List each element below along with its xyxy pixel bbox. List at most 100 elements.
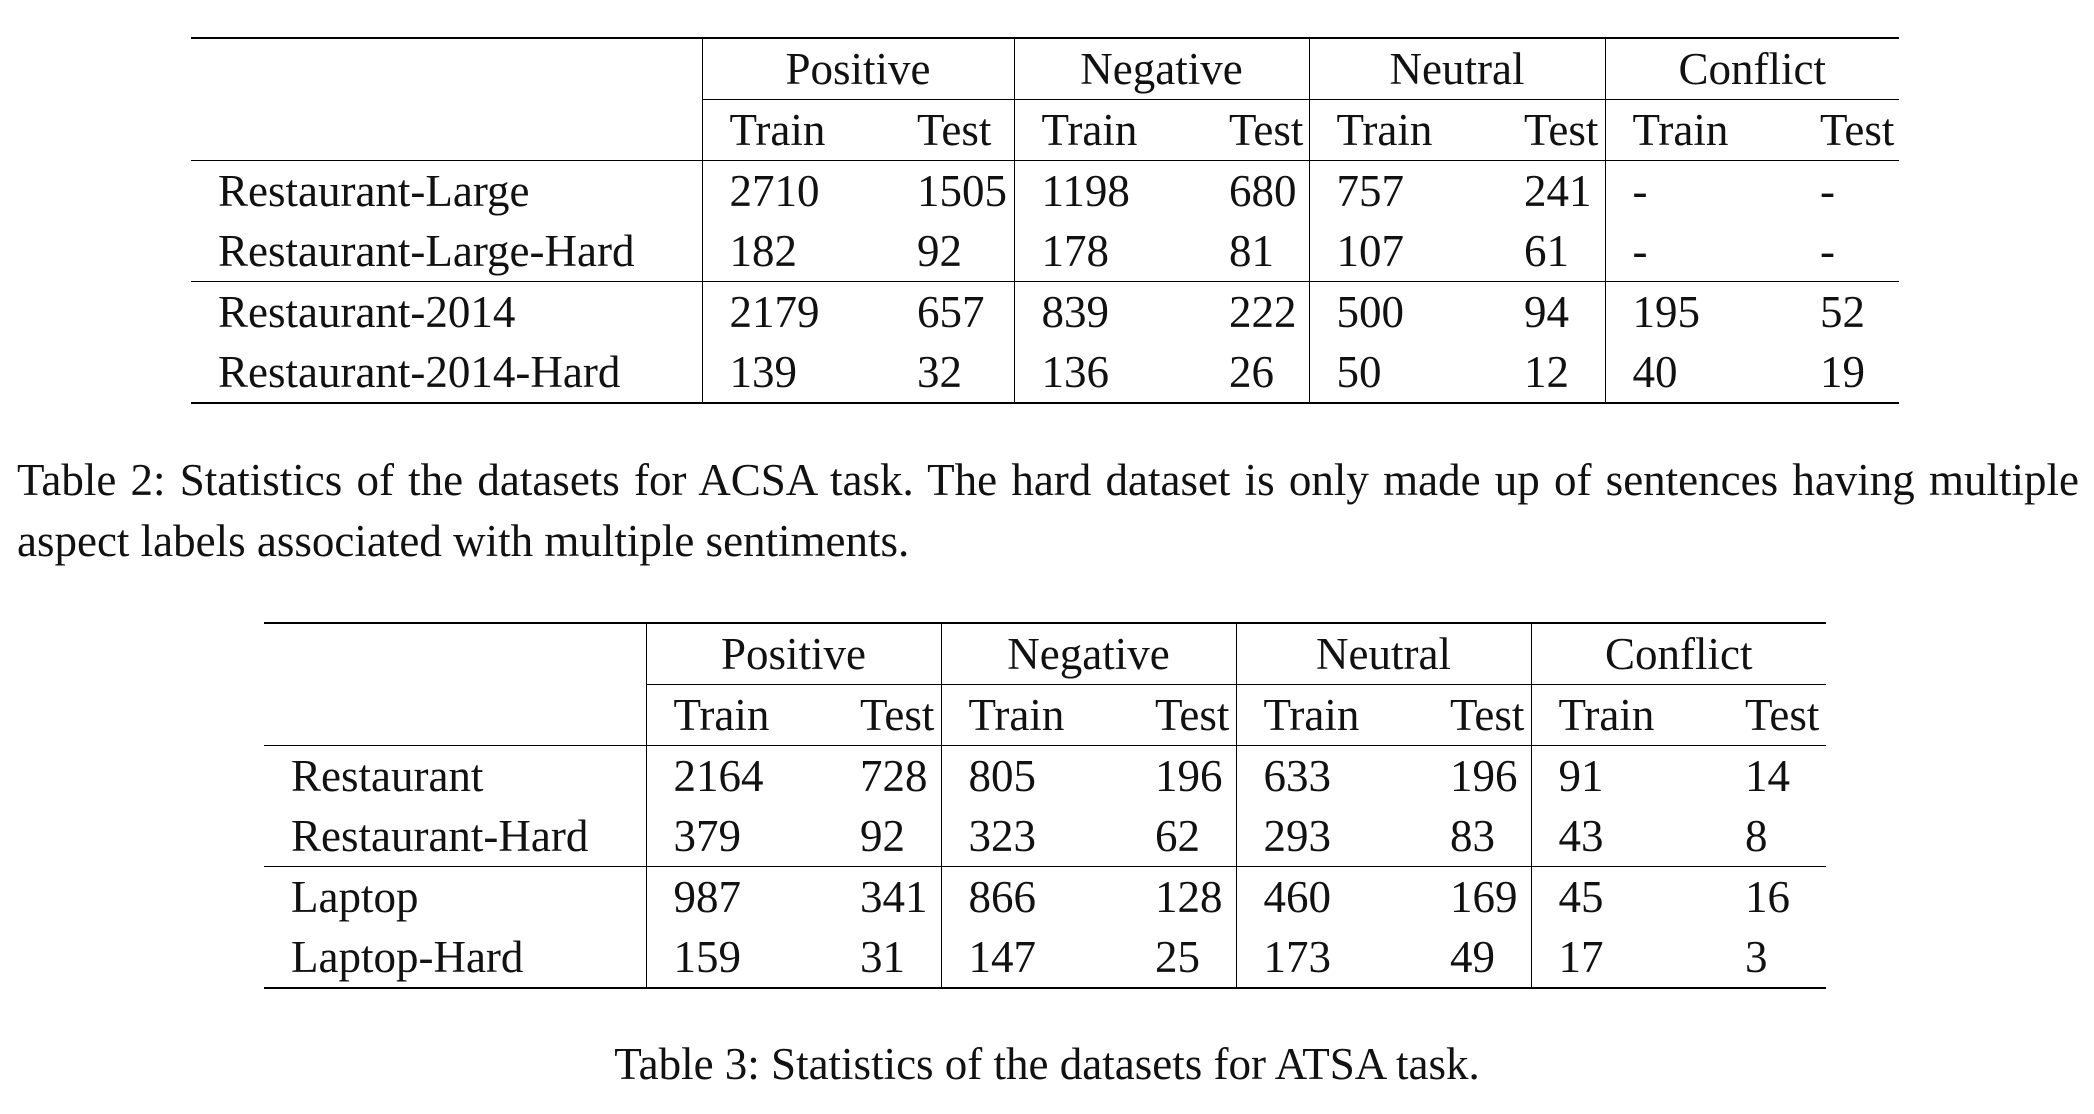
cell: 159: [645, 927, 833, 989]
sub-header: Train: [1235, 684, 1423, 746]
cell: -: [1793, 160, 1899, 221]
cell: 293: [1235, 806, 1423, 867]
cell: 49: [1423, 927, 1531, 989]
group-header: Negative: [1013, 37, 1309, 100]
cell: 12: [1497, 342, 1605, 404]
cell: 43: [1530, 806, 1718, 867]
table: Positive Negative Neutral Conflict Train Test…: [264, 622, 1826, 989]
cell: -: [1604, 160, 1793, 221]
sub-header: Train: [701, 99, 890, 161]
sub-header: Train: [1604, 99, 1793, 161]
sub-header: Train: [940, 684, 1128, 746]
cell: 323: [940, 806, 1128, 867]
group-header: Positive: [645, 622, 941, 685]
cell: 8: [1745, 811, 1768, 861]
cell: 40: [1604, 342, 1793, 404]
cell: 91: [1530, 745, 1718, 806]
corner-cell: [264, 622, 646, 685]
data-row: Restaurant-Hard 379 92 323 62 293 83 43 8: [264, 806, 1826, 867]
cell: 52: [1793, 281, 1899, 342]
cell: 182: [701, 221, 890, 282]
data-row: Restaurant-Large-Hard 182 92 178 81 107 61- -: [191, 221, 1899, 282]
cell: 169: [1423, 866, 1531, 927]
cell: 987: [645, 866, 833, 927]
cell: 633: [1235, 745, 1423, 806]
cell: 866: [940, 866, 1128, 927]
cell: 19: [1793, 342, 1899, 404]
cell: 196: [1423, 745, 1531, 806]
group-header: Neutral: [1308, 37, 1605, 100]
data-row: Laptop 987 341 866 128 460 169 45 16: [264, 866, 1826, 927]
cell: 32: [890, 342, 1014, 404]
cell: 178: [1013, 221, 1202, 282]
cell: 92: [860, 811, 905, 861]
header-row: Positive Negative Neutral Conflict: [191, 37, 1899, 100]
table-body: Restaurant 2164 728 805 196 633 196 91 14 Restaur…: [264, 745, 1826, 989]
row-label: Restaurant-Hard: [291, 811, 589, 861]
cell: 62: [1155, 811, 1200, 861]
cell: 1198: [1013, 160, 1202, 221]
cell: 222: [1202, 281, 1309, 342]
cell: 25: [1128, 927, 1236, 989]
cell: 196: [1128, 745, 1236, 806]
sub-header: Test: [1229, 105, 1304, 155]
group-header: Negative: [940, 622, 1236, 685]
sub-header: Test: [1155, 690, 1230, 740]
caption: Table 3: Statistics of the datasets for …: [614, 1039, 1480, 1089]
group-header: Conflict: [1604, 37, 1899, 100]
caption: Table 2: Statistics of the datasets for …: [17, 455, 2079, 566]
cell: 31: [833, 927, 941, 989]
cell: 195: [1604, 281, 1793, 342]
cell: 500: [1308, 281, 1497, 342]
cell: 657: [890, 281, 1014, 342]
cell: 2710: [701, 160, 890, 221]
cell: 173: [1235, 927, 1423, 989]
cell: 45: [1530, 866, 1718, 927]
cell: 680: [1202, 160, 1309, 221]
cell: 3: [1718, 927, 1826, 989]
data-row: Restaurant-2014 2179 657 839 222 500 94 195 52: [191, 281, 1899, 342]
row-label: Restaurant-Large-Hard: [218, 226, 635, 276]
sub-header: Test: [860, 690, 935, 740]
cell: 147: [940, 927, 1128, 989]
cell: 139: [701, 342, 890, 404]
cell: 81: [1229, 226, 1274, 276]
table-header: Positive Negative Neutral Conflict Train Test…: [264, 622, 1826, 746]
sub-header: Test: [1820, 105, 1895, 155]
cell: 83: [1450, 811, 1495, 861]
cell: -: [1820, 226, 1835, 276]
group-header: Positive: [701, 37, 1014, 100]
table-body: Restaurant-Large 2710 1505 1198 680 757 241- - R…: [191, 160, 1899, 404]
data-row: Restaurant-2014-Hard 139 32 136 26 50 12 40 19: [191, 342, 1899, 404]
sub-header: Test: [917, 105, 992, 155]
cell: 1505: [890, 160, 1014, 221]
cell: 128: [1128, 866, 1236, 927]
cell: 26: [1202, 342, 1309, 404]
data-row: Restaurant-Large 2710 1505 1198 680 757 241- -: [191, 160, 1899, 221]
row-label: Restaurant-Large: [191, 160, 702, 221]
sub-header: Test: [1450, 690, 1525, 740]
cell: 61: [1524, 226, 1569, 276]
cell: 341: [833, 866, 941, 927]
cell: 379: [645, 806, 833, 867]
header-row: Train Test Train Test Train Test Train Test: [264, 684, 1826, 746]
cell: 2164: [645, 745, 833, 806]
cell: 16: [1718, 866, 1826, 927]
sub-header: Train: [1013, 99, 1202, 161]
table-header: Positive Negative Neutral Conflict Train Test…: [191, 37, 1899, 161]
sub-header: Train: [1530, 684, 1718, 746]
cell: 14: [1718, 745, 1826, 806]
row-label: Laptop: [264, 866, 646, 927]
cell: 839: [1013, 281, 1202, 342]
cell: 136: [1013, 342, 1202, 404]
group-header: Neutral: [1235, 622, 1531, 685]
data-row: Restaurant 2164 728 805 196 633 196 91 14: [264, 745, 1826, 806]
group-header: Conflict: [1530, 622, 1826, 685]
cell: -: [1604, 221, 1793, 282]
sub-header: Test: [1745, 690, 1820, 740]
cell: 241: [1497, 160, 1605, 221]
header-row: Train Test Train Test Train Test Train Test: [191, 99, 1899, 161]
cell: 757: [1308, 160, 1497, 221]
cell: 460: [1235, 866, 1423, 927]
